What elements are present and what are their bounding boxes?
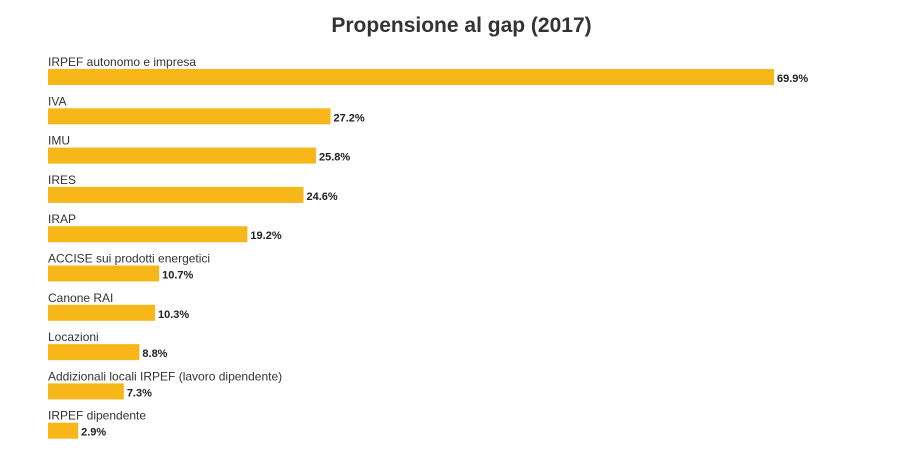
category-label: Locazioni (48, 330, 99, 344)
value-label: 10.7% (162, 270, 193, 282)
bar (48, 69, 774, 85)
bar (48, 186, 304, 203)
category-label: IRAP (48, 212, 76, 226)
category-label: ACCISE sui prodotti energetici (48, 252, 210, 266)
bar (48, 383, 124, 400)
value-label: 10.3% (158, 309, 189, 321)
bar (48, 147, 316, 164)
bar (48, 226, 248, 243)
value-label: 25.8% (319, 152, 350, 164)
bar (48, 304, 155, 321)
category-label: Addizionali locali IRPEF (lavoro dipende… (48, 369, 282, 383)
bar (48, 422, 79, 439)
value-label: 27.2% (334, 112, 365, 124)
bar (48, 344, 140, 361)
category-label: Canone RAI (48, 291, 113, 305)
value-label: 19.2% (250, 230, 281, 242)
bar (48, 265, 160, 282)
value-label: 2.9% (81, 427, 106, 439)
value-label: 24.6% (307, 191, 338, 203)
category-label: IRPEF dipendente (48, 409, 146, 423)
value-label: 7.3% (127, 387, 152, 399)
category-label: IRPEF autonomo e impresa (48, 55, 196, 69)
category-label: IRES (48, 173, 76, 187)
chart-title: Propensione al gap (2017) (331, 14, 592, 37)
category-label: IVA (48, 94, 66, 108)
bar (48, 108, 331, 125)
value-label: 69.9% (777, 73, 808, 85)
category-label: IMU (48, 134, 70, 148)
value-label: 8.8% (142, 348, 167, 360)
